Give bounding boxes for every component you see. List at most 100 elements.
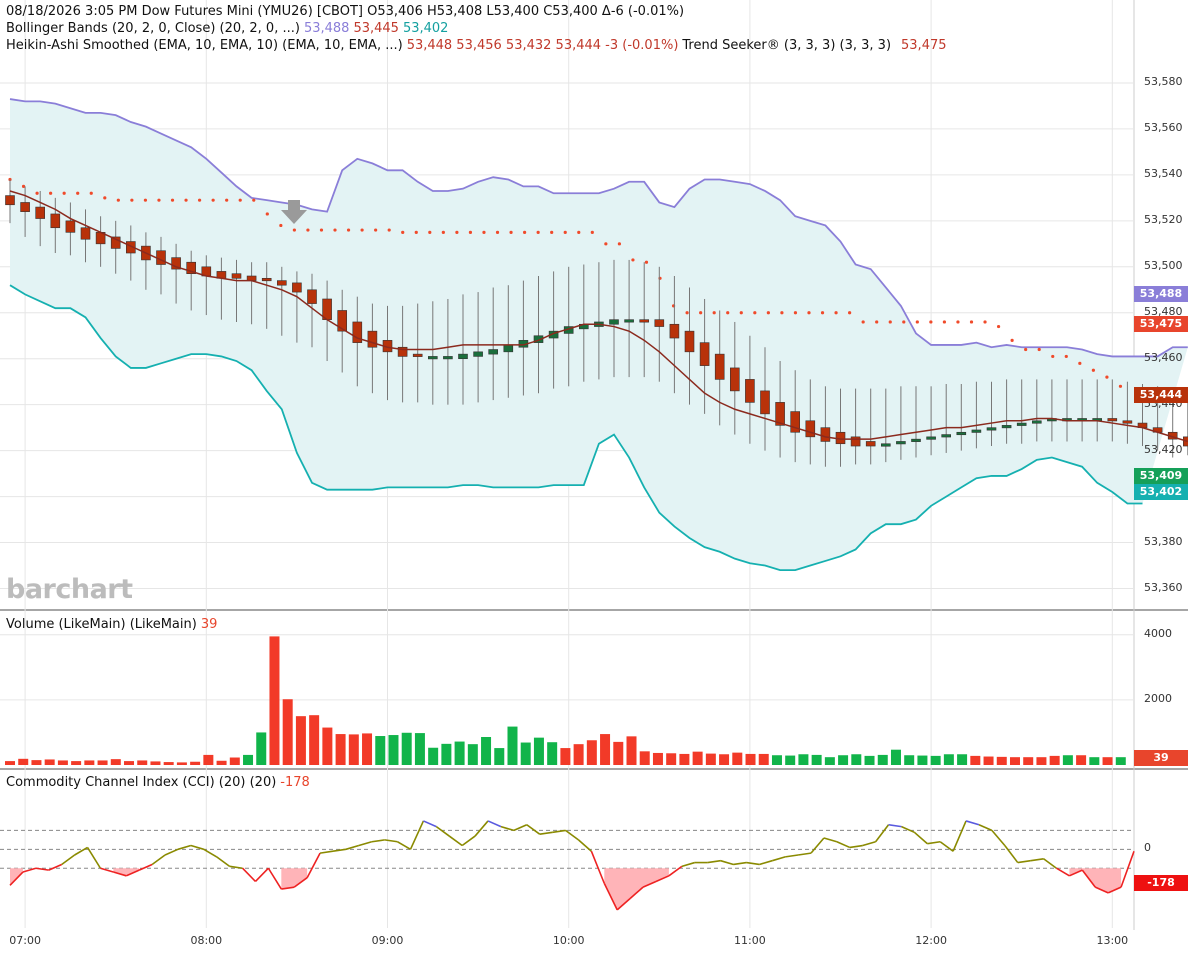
cci-line-segment — [384, 839, 398, 843]
trend-seeker-dot — [753, 311, 757, 315]
cci-line-segment — [797, 852, 812, 856]
cci-oversold-fill — [1069, 868, 1122, 893]
candle-body — [352, 321, 363, 343]
candle-body — [80, 227, 91, 240]
price-tick-label: 53,360 — [1144, 580, 1183, 594]
volume-bar — [216, 760, 227, 765]
volume-bar — [243, 754, 254, 765]
candle-body — [669, 323, 680, 339]
cci-line-segment — [539, 831, 553, 835]
trend-seeker-dot — [712, 311, 716, 315]
trend-seeker-dot — [577, 230, 581, 234]
volume-bar — [547, 742, 558, 765]
cci-line-segment — [487, 820, 502, 828]
volume-bar — [71, 761, 82, 765]
cci-line-segment — [345, 844, 360, 851]
cci-oversold-fill — [604, 868, 669, 910]
candle-body — [850, 436, 861, 447]
cci-line-segment — [474, 820, 489, 837]
price-badge: 53,444 — [1134, 387, 1188, 404]
trend-seeker-dot — [495, 230, 500, 234]
cci-line-segment — [229, 865, 243, 870]
candle-body — [760, 390, 770, 415]
cci-line-segment — [164, 848, 179, 856]
volume-bar — [917, 755, 928, 765]
volume-bar — [5, 761, 15, 765]
cci-line-segment — [681, 861, 695, 868]
cci-line-segment — [888, 823, 902, 828]
cci-badge: -178 — [1134, 875, 1188, 891]
volume-bar — [375, 736, 386, 765]
candle-body — [775, 402, 785, 426]
volume-bar — [1102, 757, 1113, 765]
volume-bar — [31, 760, 42, 765]
price-tick-label: 53,420 — [1144, 442, 1183, 456]
trend-seeker-dot — [861, 320, 865, 324]
candle-body — [729, 367, 740, 392]
trend-seeker-dot — [76, 191, 80, 195]
volume-bar — [309, 715, 320, 765]
cci-line-segment — [810, 837, 825, 854]
volume-bar — [84, 760, 95, 765]
volume-bar — [507, 726, 518, 765]
trend-seeker-dot — [89, 191, 93, 195]
candle-body — [971, 429, 982, 433]
candle-body — [110, 236, 121, 249]
candle-body — [1032, 420, 1042, 424]
trend-seeker-dot — [441, 230, 445, 234]
volume-bar — [930, 755, 941, 765]
trend-seeker-label: Trend Seeker® (3, 3, 3) (3, 3, 3) — [682, 38, 892, 53]
trend-seeker-dot — [902, 320, 906, 324]
volume-bar — [176, 762, 187, 765]
candle-body — [186, 261, 196, 275]
cci-line-segment — [603, 883, 618, 911]
trend-seeker-dot — [184, 198, 188, 202]
cci-line-segment — [22, 867, 37, 873]
volume-badge: 39 — [1134, 750, 1188, 766]
volume-bar — [639, 751, 650, 765]
trend-seeker-dot — [699, 311, 703, 315]
candle-body — [926, 436, 936, 440]
volume-value: 39 — [200, 617, 218, 632]
trend-seeker-dot — [807, 311, 811, 315]
cci-line-segment — [1120, 850, 1135, 888]
volume-bar — [481, 737, 492, 765]
candle-body — [503, 344, 514, 353]
trend-seeker-dot — [1091, 368, 1095, 372]
trend-seeker-dot — [1064, 354, 1068, 359]
cci-line-segment — [513, 823, 528, 832]
volume-header: Volume (LikeMain) (LikeMain) 39 — [6, 617, 218, 632]
cci-line-segment — [772, 856, 786, 862]
cci-line-segment — [1094, 886, 1109, 894]
cci-line-segment — [1004, 845, 1019, 864]
cci-line-segment — [113, 871, 127, 877]
header-heikin-ashi: Heikin-Ashi Smoothed (EMA, 10, EMA, 10) … — [6, 38, 947, 53]
volume-bar — [864, 755, 875, 765]
volume-bar — [190, 761, 201, 765]
volume-bar — [785, 755, 796, 765]
trend-seeker-dot — [1024, 347, 1028, 352]
bollinger-upper-line — [9, 98, 1188, 358]
volume-bar — [229, 757, 240, 765]
volume-bar — [983, 756, 994, 765]
price-tick-label: 53,500 — [1144, 258, 1183, 272]
volume-bar — [573, 744, 584, 765]
trend-seeker-dot — [49, 191, 53, 195]
candle-body — [654, 319, 665, 327]
cci-line-segment — [1056, 867, 1070, 877]
price-tick-label: 53,580 — [1144, 74, 1183, 88]
cci-line-segment — [862, 840, 876, 847]
trend-seeker-dot — [265, 212, 269, 216]
trend-seeker-dot — [482, 230, 486, 234]
cci-line-segment — [655, 875, 670, 883]
trend-seeker-dot — [644, 260, 649, 264]
time-tick-label: 13:00 — [1096, 934, 1129, 947]
candle-body — [231, 273, 242, 279]
trend-seeker-dot — [360, 228, 364, 232]
volume-bar — [851, 754, 862, 765]
cci-line-segment — [746, 861, 760, 866]
trend-seeker-dot — [793, 311, 798, 315]
candle-body — [292, 282, 302, 293]
volume-bar — [732, 752, 743, 765]
